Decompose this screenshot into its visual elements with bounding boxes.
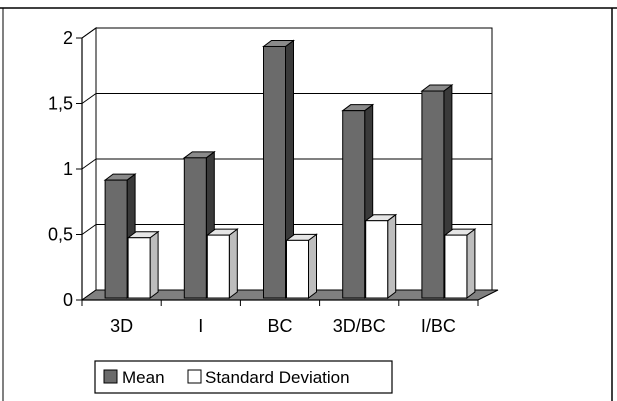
x-tick-label: I — [198, 316, 203, 336]
x-tick-label: BC — [267, 316, 292, 336]
y-tick-label: 2 — [63, 28, 73, 48]
legend-box — [94, 360, 393, 394]
y-tick-label: 1,5 — [48, 94, 73, 114]
legend-swatch-mean — [103, 369, 118, 384]
bar-front-face — [421, 90, 445, 299]
bar-front-face — [342, 110, 366, 299]
bar-mean — [262, 39, 295, 299]
bar-standard-deviation — [205, 228, 239, 299]
bar-mean — [182, 150, 216, 299]
bar-side-face — [466, 228, 476, 299]
y-axis: 0 0,5 1 1,5 2 — [48, 28, 83, 310]
x-tick-label: 3D — [110, 316, 133, 336]
y-tick-label: 0 — [63, 290, 73, 310]
bar-standard-deviation — [126, 230, 160, 299]
bar-side-face — [228, 228, 238, 299]
bar-front-face — [286, 239, 309, 299]
bar-standard-deviation — [285, 233, 318, 299]
gridline-side — [81, 93, 97, 104]
y-tick-label: 0,5 — [48, 225, 73, 245]
x-tick-label: I/BC — [421, 316, 456, 336]
bar-front-face — [444, 234, 468, 299]
legend-swatch-standard-deviation — [187, 369, 202, 384]
gridline-side — [81, 224, 97, 235]
x-tick-label: 3D/BC — [333, 316, 386, 336]
bar-front-face — [263, 45, 286, 299]
bar-front-face — [206, 234, 230, 299]
bars — [103, 39, 477, 299]
gridline-side — [81, 158, 97, 170]
x-axis: 3D I BC 3D/BC I/BC — [81, 299, 479, 336]
bar-side-face — [387, 213, 397, 299]
legend: Mean Standard Deviation — [94, 360, 393, 394]
legend-label-mean: Mean — [122, 368, 165, 387]
bar-front-face — [365, 220, 389, 299]
bar-side-face — [149, 230, 159, 299]
bar-front-face — [104, 179, 128, 299]
bar-front-face — [127, 237, 151, 299]
bar-standard-deviation — [443, 228, 477, 299]
bar-side-face — [308, 233, 317, 299]
gridline-side — [81, 27, 97, 39]
legend-label-standard-deviation: Standard Deviation — [205, 368, 350, 387]
y-tick-label: 1 — [63, 159, 73, 179]
bar-standard-deviation — [364, 213, 398, 299]
bar-front-face — [183, 157, 207, 299]
